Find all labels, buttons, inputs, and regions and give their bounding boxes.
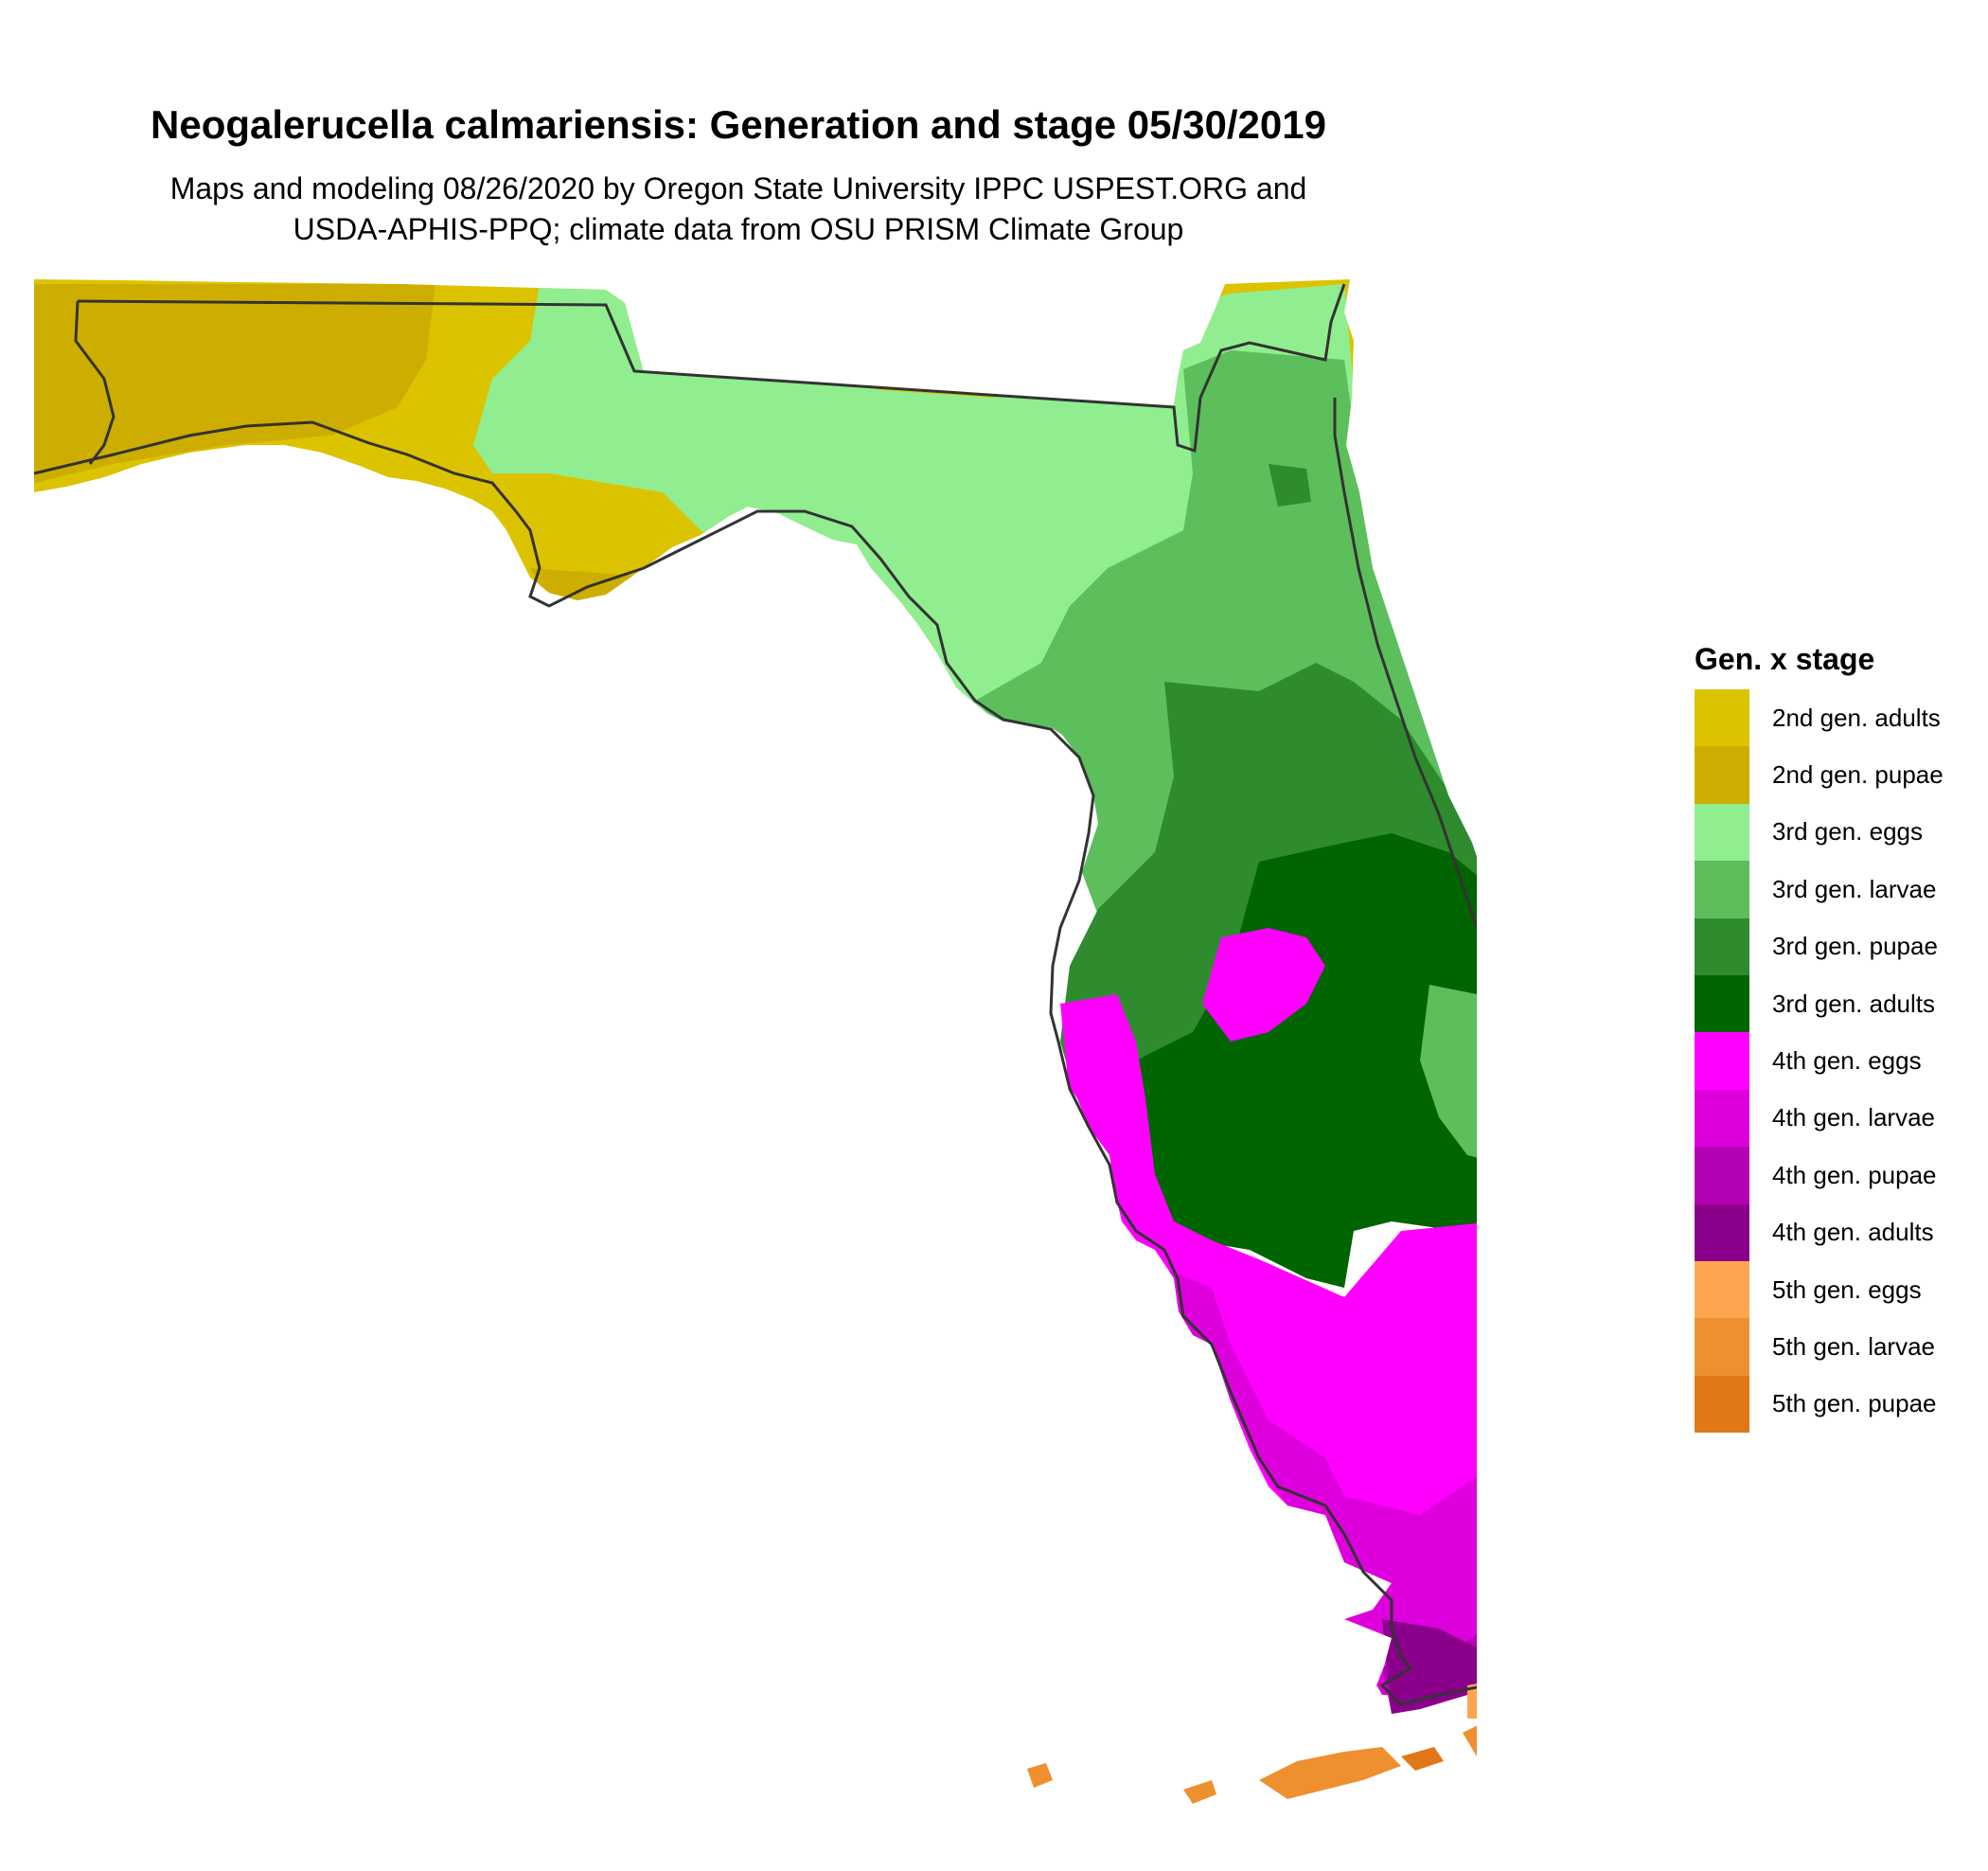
- legend-label: 5th gen. larvae: [1772, 1331, 1936, 1361]
- zone-5th-gen-eggs: [1467, 1684, 1477, 1719]
- legend-item: 2nd gen. pupae: [1695, 746, 1944, 804]
- legend-label: 4th gen. adults: [1772, 1218, 1934, 1247]
- generation-zones: [34, 279, 1477, 1714]
- legend-label: 4th gen. pupae: [1772, 1160, 1937, 1189]
- legend-label: 2nd gen. adults: [1772, 703, 1941, 732]
- legend-item: 4th gen. adults: [1695, 1203, 1944, 1261]
- florida-map: [33, 279, 1477, 1804]
- state-outline: [33, 283, 1477, 1706]
- legend-label: 3rd gen. eggs: [1772, 817, 1924, 846]
- legend-swatch: [1695, 974, 1749, 1033]
- zone-5th-gen-larvae-c: [1183, 1780, 1216, 1804]
- legend-label: 4th gen. larvae: [1772, 1103, 1936, 1132]
- zone-3rd-gen-adults: [1098, 833, 1477, 1288]
- legend-item: 4th gen. eggs: [1695, 1032, 1944, 1090]
- legend: 2nd gen. adults 2nd gen. pupae 3rd gen. eg…: [1695, 689, 1944, 1434]
- subtitle-line-2: USDA-APHIS-PPQ; climate data from OSU PR…: [293, 212, 1184, 246]
- legend-swatch: [1695, 1089, 1749, 1148]
- legend-item: 2nd gen. adults: [1695, 689, 1944, 747]
- zone-4th-gen-adults: [1382, 1487, 1477, 1714]
- florida-keys: [1027, 1684, 1477, 1804]
- legend-swatch: [1695, 1032, 1749, 1090]
- zone-5th-gen-larvae-a: [1463, 1725, 1477, 1756]
- legend-swatch: [1695, 1147, 1749, 1204]
- legend-item: 3rd gen. eggs: [1695, 803, 1944, 862]
- legend-item: 5th gen. pupae: [1695, 1375, 1944, 1434]
- zone-4th-gen-eggs-inland: [1202, 928, 1325, 1042]
- legend-label: 2nd gen. pupae: [1772, 760, 1944, 790]
- legend-swatch: [1695, 918, 1749, 975]
- legend-item: 3rd gen. pupae: [1695, 918, 1944, 975]
- legend-item: 5th gen. eggs: [1695, 1260, 1944, 1319]
- zone-5th-gen-larvae-d: [1027, 1763, 1053, 1788]
- zone-5th-gen-larvae-b: [1259, 1747, 1401, 1799]
- legend-title: Gen. x stage: [1695, 642, 1875, 676]
- subtitle-line-1: Maps and modeling 08/26/2020 by Oregon S…: [169, 171, 1307, 205]
- legend-label: 3rd gen. adults: [1772, 989, 1936, 1018]
- zone-2nd-gen-pupae-west: [34, 284, 435, 483]
- legend-swatch: [1695, 689, 1749, 747]
- legend-item: 4th gen. larvae: [1695, 1089, 1944, 1148]
- legend-swatch: [1695, 1318, 1749, 1376]
- legend-swatch: [1695, 1260, 1749, 1319]
- legend-swatch: [1695, 861, 1749, 918]
- legend-label: 3rd gen. larvae: [1772, 874, 1937, 903]
- legend-item: 3rd gen. adults: [1695, 974, 1944, 1033]
- legend-label: 5th gen. eggs: [1772, 1274, 1922, 1304]
- legend-swatch: [1695, 803, 1749, 862]
- zone-3rd-gen-pupae-north: [1269, 464, 1311, 507]
- legend-item: 3rd gen. larvae: [1695, 861, 1944, 918]
- legend-swatch: [1695, 1203, 1749, 1261]
- legend-item: 5th gen. larvae: [1695, 1318, 1944, 1376]
- map-subtitle: Maps and modeling 08/26/2020 by Oregon S…: [0, 169, 1477, 250]
- zone-4th-gen-eggs: [1060, 994, 1477, 1610]
- zone-3rd-gen-larvae-inner: [1420, 985, 1477, 1165]
- zone-5th-gen-pupae: [1401, 1747, 1444, 1771]
- legend-label: 5th gen. pupae: [1772, 1389, 1937, 1418]
- legend-label: 3rd gen. pupae: [1772, 932, 1938, 961]
- legend-item: 4th gen. pupae: [1695, 1147, 1944, 1204]
- legend-swatch: [1695, 746, 1749, 804]
- map-title: Neogalerucella calmariensis: Generation …: [151, 102, 1326, 147]
- legend-swatch: [1695, 1375, 1749, 1434]
- legend-label: 4th gen. eggs: [1772, 1046, 1922, 1076]
